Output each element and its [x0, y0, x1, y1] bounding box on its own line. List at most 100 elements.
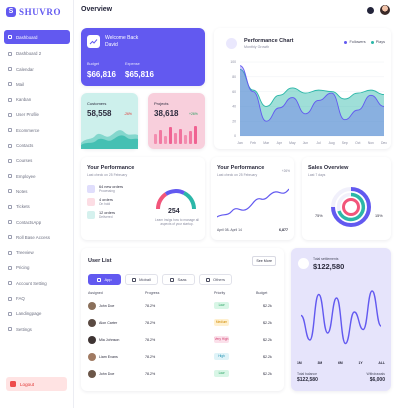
nav-icon: [8, 204, 12, 209]
sidebar-item-roll-base-access[interactable]: Roll Base Access: [4, 232, 70, 243]
user-avatar[interactable]: [380, 5, 390, 15]
table-row[interactable]: Liam Evans 78.2% High $2.2k: [88, 353, 277, 365]
sidebar-item-dashboard[interactable]: Dashboard: [4, 30, 70, 44]
nav-icon: [8, 174, 12, 179]
performance-row: 4 orders On hold: [87, 198, 113, 206]
sidebar-item-label: Dashboard: [16, 34, 38, 40]
logout-button[interactable]: Logout: [6, 377, 67, 391]
projects-card: Projects 38,618 +26%: [148, 93, 205, 149]
user-name: Liam Evans: [99, 355, 118, 359]
sidebar-item-faq[interactable]: FAQ: [4, 293, 70, 304]
tab-others[interactable]: Others: [199, 274, 232, 285]
nav-icon: [8, 327, 12, 332]
y-tick-label: 100: [230, 60, 236, 64]
avatar: [88, 336, 96, 344]
series-line-plays: [239, 68, 385, 107]
sidebar-item-calendar[interactable]: Calendar: [4, 64, 70, 75]
budget-label: Budget: [87, 62, 100, 66]
performance-row: 12 orders Delivered: [87, 211, 115, 219]
sales-left-pct: 75%: [315, 214, 323, 218]
priority-badge: Low: [214, 370, 229, 377]
settlement-chart: [300, 290, 382, 345]
x-tick-label: Mar: [263, 141, 270, 145]
sidebar-item-label: Dashboard 2: [16, 51, 42, 57]
range-tab-1y[interactable]: 1Y: [358, 361, 363, 365]
performance-row: 64 new orders Processing: [87, 185, 123, 193]
sidebar-item-tickets[interactable]: Tickets: [4, 201, 70, 212]
tab-app[interactable]: App: [88, 274, 121, 285]
sidebar-item-contacts[interactable]: Contacts: [4, 140, 70, 151]
performance-chart-title: Performance Chart: [244, 38, 294, 44]
nav-icon: [8, 112, 12, 117]
sidebar-item-label: Settings: [16, 326, 32, 332]
table-row[interactable]: John Doe 78.2% Low $2.2k: [88, 302, 277, 314]
balance-label: Total balance: [297, 372, 317, 376]
tab-saas[interactable]: Saas: [162, 274, 195, 285]
nav-icon: [8, 235, 12, 240]
nav-icon: [8, 281, 12, 286]
layers-icon: [226, 38, 237, 49]
range-tab-3m[interactable]: 3M: [317, 361, 323, 365]
logo[interactable]: S SHUVRO: [6, 6, 61, 18]
sidebar-nav: Dashboard Dashboard 2 Calendar Mail Kanban Us…: [4, 30, 70, 339]
table-row[interactable]: Alon Carter 78.2% Medium $2.2k: [88, 319, 277, 331]
sidebar-item-contactsapp[interactable]: ContactsApp: [4, 217, 70, 228]
sidebar-item-treeview[interactable]: Treeview: [4, 247, 70, 258]
nav-icon: [8, 82, 12, 87]
performance-chart-subtitle: Monthly Growth: [244, 45, 270, 49]
sidebar-item-ecommerce[interactable]: Ecommerce: [4, 125, 70, 136]
sidebar-item-mail[interactable]: Mail: [4, 79, 70, 90]
tab-mobail-label: Mobail: [139, 277, 151, 282]
dark-mode-icon[interactable]: [367, 6, 374, 14]
x-tick-label: Apr: [277, 141, 283, 145]
table-row[interactable]: John Doe 78.2% Low $2.2k: [88, 370, 277, 382]
sidebar-item-pricing[interactable]: Pricing: [4, 262, 70, 273]
y-tick-label: 0: [234, 134, 236, 138]
legend-plays[interactable]: Plays: [370, 40, 385, 44]
header-progress: Progress: [145, 291, 160, 295]
table-row[interactable]: Mia Johnson 78.2% Very High $2.2k: [88, 336, 277, 348]
projects-label: Projects: [154, 101, 169, 106]
user-name: Mia Johnson: [99, 338, 120, 342]
mobile-icon: [132, 277, 137, 282]
sidebar-item-employee[interactable]: Employee: [4, 171, 70, 182]
avatar: [88, 319, 96, 327]
sales-overview-card: Sales Overview Last 7 days 75% 15%: [302, 157, 391, 240]
x-tick-label: Jan: [237, 141, 243, 145]
user-budget: $2.2k: [263, 321, 272, 325]
sidebar-item-notes[interactable]: Notes: [4, 186, 70, 197]
sidebar-item-courses[interactable]: Courses: [4, 155, 70, 166]
withdrawals-value: $6,000: [369, 377, 385, 383]
nav-icon: [8, 220, 12, 225]
sidebar-item-user-profile[interactable]: User Profile: [4, 109, 70, 120]
sidebar-item-label: Kanban: [16, 97, 32, 103]
sidebar: S SHUVRO Dashboard Dashboard 2 Calendar Mai…: [0, 0, 74, 408]
sidebar-item-label: Tickets: [16, 204, 30, 210]
see-more-button[interactable]: See More: [252, 256, 276, 266]
sidebar-item-account-setting[interactable]: Account Setting: [4, 278, 70, 289]
nav-icon: [8, 296, 12, 301]
sidebar-item-label: Ecommerce: [16, 127, 40, 133]
gauge-text: Learn insigs how to manage all aspects o…: [155, 218, 199, 227]
range-tab-all[interactable]: ALL: [378, 361, 385, 365]
settlement-value: $122,580: [313, 262, 345, 271]
user-budget: $2.2k: [263, 355, 272, 359]
sidebar-item-kanban[interactable]: Kanban: [4, 94, 70, 105]
user-name: John Doe: [99, 372, 115, 376]
sidebar-item-dashboard-2[interactable]: Dashboard 2: [4, 48, 70, 59]
range-tab-1m[interactable]: 1M: [297, 361, 302, 365]
sidebar-item-landingpage[interactable]: Landingpage: [4, 308, 70, 319]
x-tick-label: Jul: [316, 141, 321, 145]
x-tick-label: Nov: [368, 141, 374, 145]
order-icon: [87, 198, 95, 206]
tab-mobail[interactable]: Mobail: [125, 274, 158, 285]
user-budget: $2.2k: [263, 372, 272, 376]
sidebar-item-settings[interactable]: Settings: [4, 324, 70, 335]
page-title: Overview: [81, 6, 113, 13]
saas-icon: [170, 277, 175, 282]
sidebar-item-label: Account Setting: [16, 280, 47, 286]
sidebar-item-label: Pricing: [16, 265, 30, 271]
legend-followers[interactable]: Followers: [344, 40, 366, 44]
your-performance-subtitle: Last check on 25 February: [87, 173, 128, 177]
range-tab-6m[interactable]: 6M: [337, 361, 343, 365]
